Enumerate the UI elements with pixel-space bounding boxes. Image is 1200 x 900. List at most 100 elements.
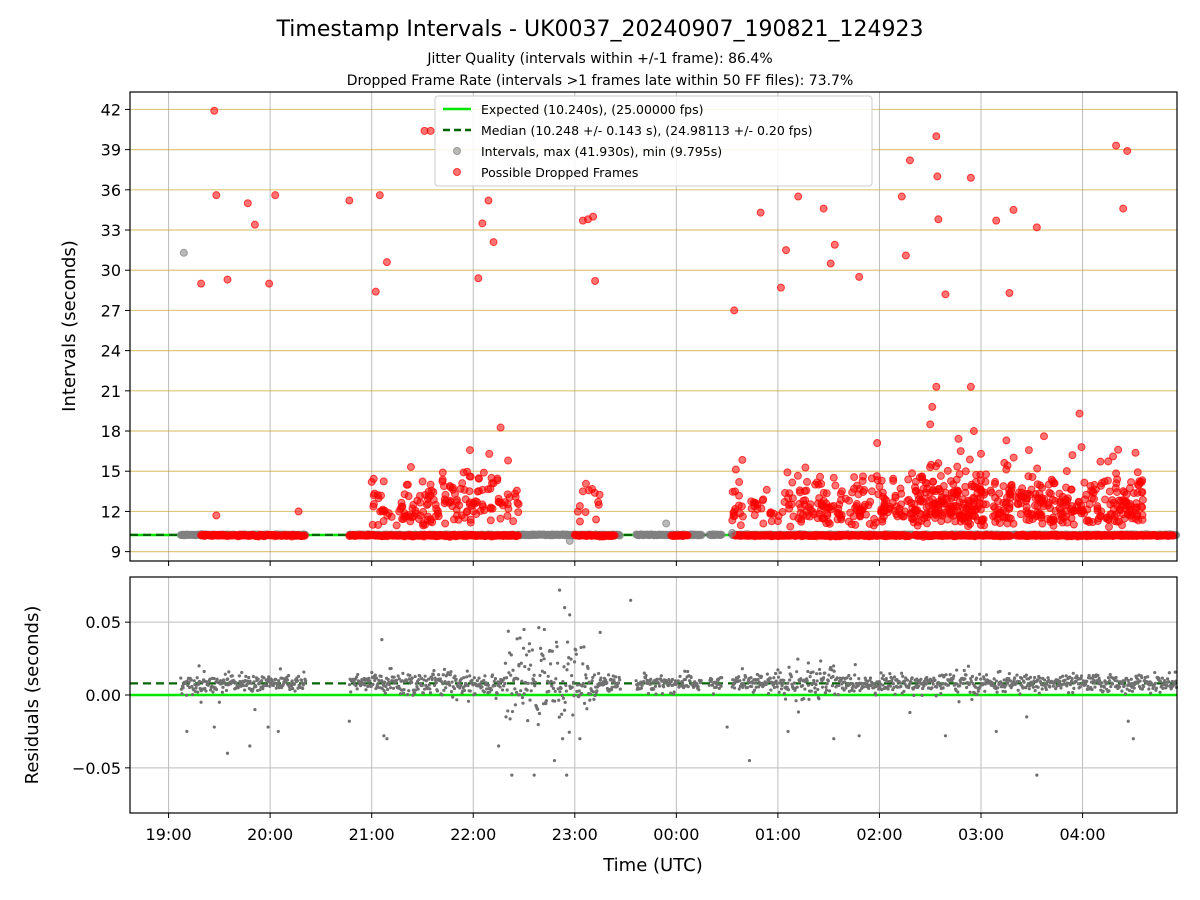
residual-point xyxy=(851,684,856,688)
residual-point xyxy=(523,680,527,685)
residual-point xyxy=(1115,679,1119,683)
residual-point xyxy=(776,675,781,679)
residual-point xyxy=(451,695,455,699)
residual-point xyxy=(922,679,927,684)
dropped-frame-point xyxy=(954,434,963,443)
residuals-points xyxy=(179,588,1179,777)
residual-point xyxy=(757,680,761,684)
residual-point xyxy=(424,679,428,683)
residual-point xyxy=(1097,676,1101,680)
residual-point xyxy=(267,675,271,679)
residual-point xyxy=(1098,679,1102,683)
interval-point xyxy=(662,519,671,528)
dropped-frame-point xyxy=(738,455,747,464)
dropped-frame-point xyxy=(489,238,498,247)
residual-point xyxy=(814,682,818,687)
dropped-frame-point xyxy=(776,283,785,292)
residual-point xyxy=(1045,682,1049,686)
residual-point xyxy=(382,734,386,738)
dropped-frame-point xyxy=(905,156,914,165)
residual-point xyxy=(417,678,421,682)
residual-point xyxy=(411,688,416,692)
residual-point xyxy=(669,691,673,695)
residual-point xyxy=(411,693,415,697)
residual-point xyxy=(737,675,741,679)
dropped-frame-point xyxy=(932,382,941,391)
residual-point xyxy=(508,717,512,721)
dropped-frame-point xyxy=(1116,503,1125,512)
residual-point xyxy=(428,687,432,691)
dropped-frame-point xyxy=(730,306,739,315)
residual-point xyxy=(1063,678,1067,682)
dropped-frame-point xyxy=(1123,146,1132,155)
residual-point xyxy=(592,697,596,701)
dropped-frame-point xyxy=(474,474,483,483)
residual-point xyxy=(553,689,557,693)
residual-point xyxy=(662,685,666,689)
dropped-frame-point xyxy=(405,512,414,521)
residual-point xyxy=(660,679,664,683)
residual-point xyxy=(1129,677,1133,681)
residual-point xyxy=(1010,683,1014,688)
residual-point xyxy=(595,689,599,693)
intervals-y-tick-label: 30 xyxy=(101,261,121,280)
residual-point xyxy=(892,675,897,679)
residual-point xyxy=(1079,674,1084,678)
dropped-frame-point xyxy=(892,510,901,519)
dropped-frame-point xyxy=(971,477,980,486)
residual-point xyxy=(1058,679,1062,683)
dropped-frame-point xyxy=(265,279,274,288)
residual-point xyxy=(564,683,568,688)
residual-point xyxy=(901,674,905,678)
dropped-frame-point xyxy=(484,485,493,494)
dropped-frame-point xyxy=(809,510,818,519)
dropped-frame-point xyxy=(865,519,874,528)
residual-point xyxy=(567,730,571,734)
residual-point xyxy=(541,653,545,658)
dropped-frame-point xyxy=(1051,496,1060,505)
residual-point xyxy=(868,676,873,680)
dropped-frame-point xyxy=(844,496,853,505)
dropped-frame-point xyxy=(990,504,999,513)
residual-point xyxy=(782,691,786,695)
residual-point xyxy=(1024,673,1028,677)
legend-dropped-marker xyxy=(453,168,461,176)
residual-point xyxy=(938,684,942,688)
residual-point xyxy=(270,678,274,683)
residual-point xyxy=(606,673,611,677)
residual-point xyxy=(1085,679,1089,683)
residual-point xyxy=(745,685,750,690)
dropped-frame-point xyxy=(212,511,221,520)
dropped-frame-point xyxy=(934,459,943,468)
residual-point xyxy=(542,627,546,632)
residual-point xyxy=(815,679,819,683)
dropped-frame-point xyxy=(1067,485,1076,494)
dropped-frame-point xyxy=(1105,487,1114,496)
dropped-frame-point xyxy=(1112,141,1121,150)
residual-point xyxy=(754,681,758,685)
dropped-frame-point xyxy=(943,466,952,475)
residual-point xyxy=(852,689,856,693)
dropped-frame-point xyxy=(1046,518,1055,527)
residual-point xyxy=(617,675,621,679)
dropped-frame-point xyxy=(969,502,978,511)
residual-point xyxy=(432,668,436,673)
residual-point xyxy=(777,690,781,694)
residual-point xyxy=(1007,676,1011,681)
residual-point xyxy=(524,653,529,657)
dropped-frame-point xyxy=(197,279,206,288)
residuals-y-tick-label: 0.05 xyxy=(85,613,121,632)
residual-point xyxy=(538,646,543,651)
residual-point xyxy=(769,688,773,692)
residual-point xyxy=(1051,684,1055,688)
residual-point xyxy=(983,689,987,693)
residual-point xyxy=(1125,687,1129,691)
dropped-frame-point xyxy=(946,508,955,517)
dropped-frame-point xyxy=(818,501,827,510)
residual-point xyxy=(559,686,563,691)
residual-point xyxy=(241,683,246,688)
residual-point xyxy=(574,648,578,652)
residual-point xyxy=(994,679,999,683)
residual-point xyxy=(533,684,537,688)
residual-point xyxy=(1154,686,1159,690)
